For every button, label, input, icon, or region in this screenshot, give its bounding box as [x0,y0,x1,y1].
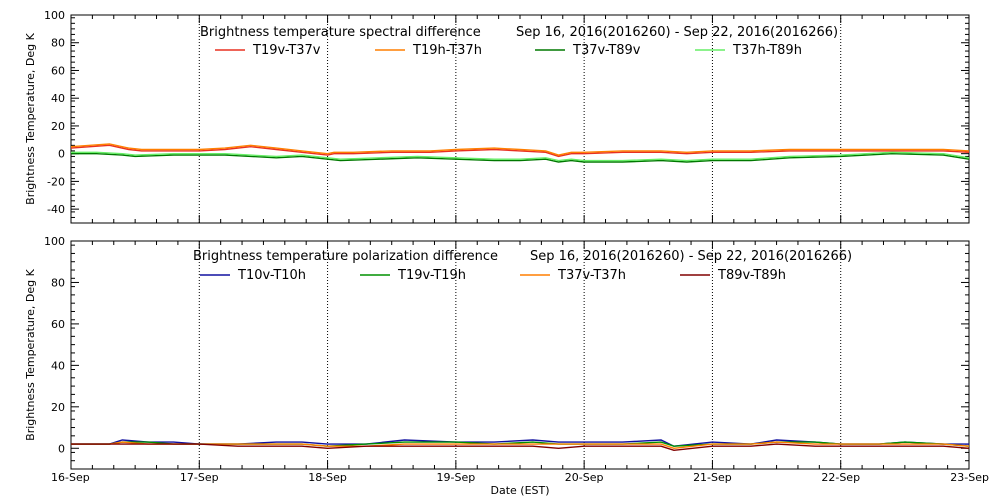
chart-title: Brightness temperature polarization diff… [193,249,498,264]
legend-label: T37v-T89v [572,43,641,58]
x-tick-label: 18-Sep [308,471,347,484]
spectral-panel: -40 -20 0 20 40 60 80 100 Brightness Temperature… [24,9,970,224]
y-tick-label: -40 [47,203,65,216]
legend-label: T19h-T37h [412,43,482,58]
y-tick-label: -20 [47,175,65,188]
y-tick-label: 20 [51,401,65,414]
x-tick-label: 21-Sep [693,471,732,484]
legend-label: T10v-T10h [237,268,306,283]
y-tick-label: 100 [44,9,65,22]
x-tick-label: 22-Sep [821,471,860,484]
y-axis-label: Brightness Temperature, Deg K [24,268,37,440]
series-line [71,152,970,163]
y-tick-label: 0 [58,148,65,161]
chart-title: Brightness temperature spectral differen… [200,25,481,40]
x-tick-label: 16-Sep [51,471,90,484]
y-tick-label: 80 [51,276,65,289]
y-tick-label: 20 [51,120,65,133]
legend-label: T19v-T19h [397,268,466,283]
x-tick-label: 19-Sep [437,471,476,484]
legend-label: T37h-T89h [732,43,802,58]
y-tick-label: 60 [51,64,65,77]
y-tick-label: 40 [51,359,65,372]
y-axis-label: Brightness Temperature, Deg K [24,32,37,204]
polarization-panel: 16-Sep 17-Sep 18-Sep 19-Sep 20-Sep 21-Sep 22-S… [24,235,989,484]
y-tick-label: 80 [51,37,65,50]
date-range: Sep 16, 2016(2016260) - Sep 22, 2016(201… [516,25,838,40]
x-tick-label: 17-Sep [180,471,219,484]
x-tick-label: 20-Sep [565,471,604,484]
series-line [71,443,970,452]
x-axis-label: Date (EST) [490,484,549,497]
y-tick-label: 60 [51,318,65,331]
series-line [71,151,970,162]
legend-label: T89v-T89h [717,268,786,283]
x-tick-label: 23-Sep [950,471,989,484]
plot-frame [70,14,970,224]
y-tick-label: 0 [58,442,65,455]
y-tick-label: 40 [51,92,65,105]
series-line [70,143,970,156]
y-tick-label: 100 [44,235,65,248]
legend-label: T19v-T37v [252,43,321,58]
legend-label: T37v-T37h [557,268,626,283]
series-line [70,144,970,158]
date-range: Sep 16, 2016(2016260) - Sep 22, 2016(201… [530,249,852,264]
